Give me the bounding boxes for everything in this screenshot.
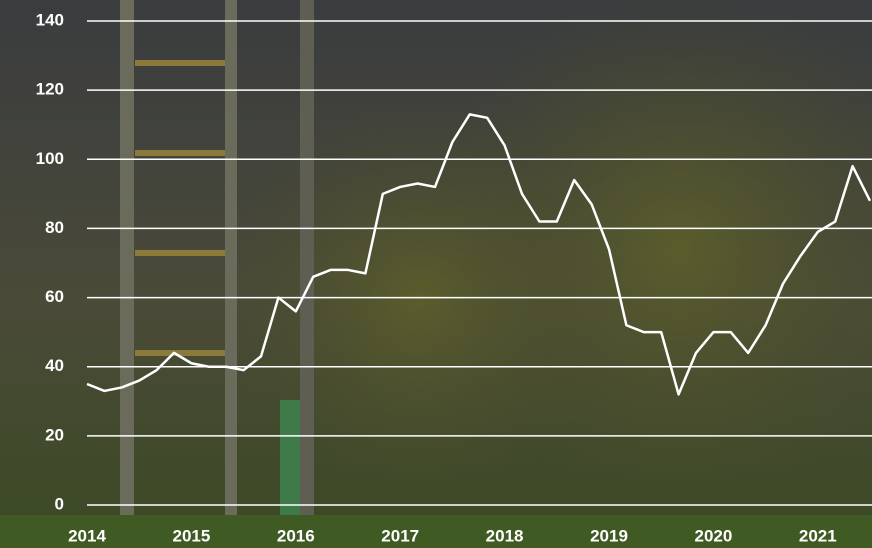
y-tick-label: 120 xyxy=(36,80,64,99)
y-tick-label: 20 xyxy=(45,425,64,444)
y-tick-label: 140 xyxy=(36,10,64,29)
x-tick-label: 2017 xyxy=(381,526,419,545)
x-tick-label: 2021 xyxy=(799,526,837,545)
y-tick-label: 100 xyxy=(36,149,64,168)
x-tick-label: 2014 xyxy=(68,526,106,545)
x-tick-label: 2018 xyxy=(486,526,524,545)
y-tick-label: 60 xyxy=(45,287,64,306)
y-tick-label: 40 xyxy=(45,356,64,375)
x-tick-label: 2019 xyxy=(590,526,628,545)
x-tick-label: 2016 xyxy=(277,526,315,545)
data-line xyxy=(86,113,872,396)
y-tick-label: 0 xyxy=(55,494,64,513)
y-tick-label: 80 xyxy=(45,218,64,237)
x-tick-label: 2020 xyxy=(694,526,732,545)
x-tick-label: 2015 xyxy=(172,526,210,545)
